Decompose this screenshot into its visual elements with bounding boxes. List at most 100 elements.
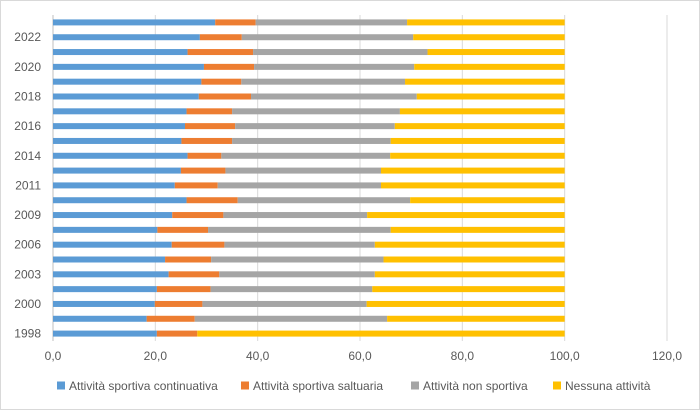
bar-segment-2014-s2 (221, 152, 391, 159)
bar-segment-2018-s2 (251, 93, 417, 100)
legend-label: Attività sportiva saltuaria (253, 379, 383, 393)
bar-segment-1998-s0 (53, 330, 157, 337)
legend-swatch (241, 381, 249, 390)
bar-segment-2018-s0 (53, 93, 199, 100)
bar-segment-2016-s2 (235, 123, 395, 130)
bar-segment-2022-s2 (241, 34, 414, 41)
legend-label: Attività non sportiva (423, 379, 528, 393)
bar-segment-2009-s1 (172, 212, 224, 219)
bar-segment-2019-s0 (53, 78, 202, 85)
x-tick-label: 120,0 (652, 349, 682, 363)
bar-segment-2003-s3 (374, 271, 565, 278)
bar-segment-2007-s2 (208, 226, 391, 233)
y-tick-label: 2020 (14, 60, 41, 74)
y-tick-label: 2009 (14, 208, 41, 222)
bar-segment-2013-s3 (380, 167, 565, 174)
bar-segment-1998-s3 (197, 330, 565, 337)
bar-segment-2007-s1 (157, 226, 209, 233)
x-tick-label: 80,0 (451, 349, 475, 363)
bar-segment-2005-s2 (211, 256, 384, 263)
bar-segment-2017-s0 (53, 108, 187, 115)
bar-segment-2022-s1 (199, 34, 242, 41)
y-tick-label: 2000 (14, 297, 41, 311)
bar-segment-2000-s1 (154, 300, 203, 307)
bar-segment-2019-s2 (241, 78, 406, 85)
bar-segment-1999-s1 (146, 315, 195, 322)
y-tick-label: 2014 (14, 149, 41, 163)
y-tick-label: 2011 (15, 178, 41, 192)
bar-segment-2019-s3 (405, 78, 565, 85)
bar-segment-1998-s1 (156, 330, 198, 337)
bar-segment-2006-s2 (224, 241, 375, 248)
bar-segment-2021-s1 (187, 49, 254, 56)
bar-segment-2009-s3 (367, 212, 565, 219)
bar-segment-2006-s0 (53, 241, 172, 248)
bar-segment-2016-s3 (394, 123, 565, 130)
bar-segment-2014-s0 (53, 152, 188, 159)
x-tick-label: 20,0 (144, 349, 168, 363)
bar-segment-2020-s2 (254, 63, 415, 70)
bar-segment-2009-s0 (53, 212, 173, 219)
bar-segment-1999-s2 (194, 315, 388, 322)
bar-segment-2017-s1 (186, 108, 233, 115)
bar-segment-2007-s0 (53, 226, 158, 233)
bar-segment-2020-s1 (203, 63, 255, 70)
bar-segment-2001-s0 (53, 286, 157, 293)
x-tick-label: 0,0 (45, 349, 62, 363)
legend-swatch (411, 381, 419, 390)
bar-segment-2000-s3 (366, 300, 565, 307)
bar-segment-2023-s1 (215, 19, 256, 26)
bar-segment-2018-s1 (198, 93, 252, 100)
bar-segment-2015-s2 (232, 137, 391, 144)
bar-segment-2021-s2 (253, 49, 428, 56)
bar-segment-2003-s1 (168, 271, 220, 278)
legend-label: Nessuna attività (565, 379, 651, 393)
bar-segment-2023-s0 (53, 19, 216, 26)
bar-segment-2001-s1 (156, 286, 211, 293)
y-tick-label: 1998 (14, 327, 41, 341)
bar-segment-2011-s1 (174, 182, 218, 189)
bar-segment-2000-s2 (202, 300, 367, 307)
y-tick-label: 2003 (14, 267, 41, 281)
bar-segment-2014-s3 (390, 152, 565, 159)
bar-segment-2003-s2 (219, 271, 375, 278)
bar-segment-2005-s3 (383, 256, 565, 263)
legend-swatch (57, 381, 65, 390)
x-tick-label: 100,0 (550, 349, 580, 363)
bar-segment-2017-s2 (232, 108, 400, 115)
bar-segment-2023-s3 (407, 19, 565, 26)
bar-segment-2005-s0 (53, 256, 166, 263)
bar-segment-2011-s0 (53, 182, 175, 189)
bar-segment-2013-s1 (180, 167, 226, 174)
bar-segment-2009-s2 (223, 212, 368, 219)
bar-segment-2020-s3 (414, 63, 565, 70)
bar-segment-2018-s3 (416, 93, 565, 100)
y-tick-label: 2022 (14, 30, 41, 44)
bar-segment-2015-s0 (53, 137, 182, 144)
bar-segment-2003-s0 (53, 271, 169, 278)
y-tick-label: 2018 (14, 90, 41, 104)
bar-segment-2020-s0 (53, 63, 204, 70)
bar-segment-1999-s3 (387, 315, 565, 322)
bar-segment-2021-s0 (53, 49, 188, 56)
legend-swatch (553, 381, 561, 390)
x-tick-label: 40,0 (246, 349, 270, 363)
bar-segment-2010-s3 (410, 197, 565, 204)
bar-segment-2019-s1 (201, 78, 242, 85)
bar-segment-2010-s0 (53, 197, 187, 204)
bar-segment-2006-s3 (374, 241, 565, 248)
y-tick-label: 2006 (14, 238, 41, 252)
bar-segment-2015-s3 (390, 137, 565, 144)
bar-segment-2015-s1 (181, 137, 233, 144)
bar-segment-2023-s2 (255, 19, 408, 26)
y-tick-label: 2016 (14, 119, 41, 133)
bar-segment-2010-s2 (237, 197, 411, 204)
bar-segment-2022-s3 (413, 34, 565, 41)
bar-segment-2016-s1 (185, 123, 236, 130)
bar-segment-2022-s0 (53, 34, 200, 41)
bar-segment-2000-s0 (53, 300, 155, 307)
legend-label: Attività sportiva continuativa (69, 379, 218, 393)
bar-segment-2011-s3 (380, 182, 565, 189)
